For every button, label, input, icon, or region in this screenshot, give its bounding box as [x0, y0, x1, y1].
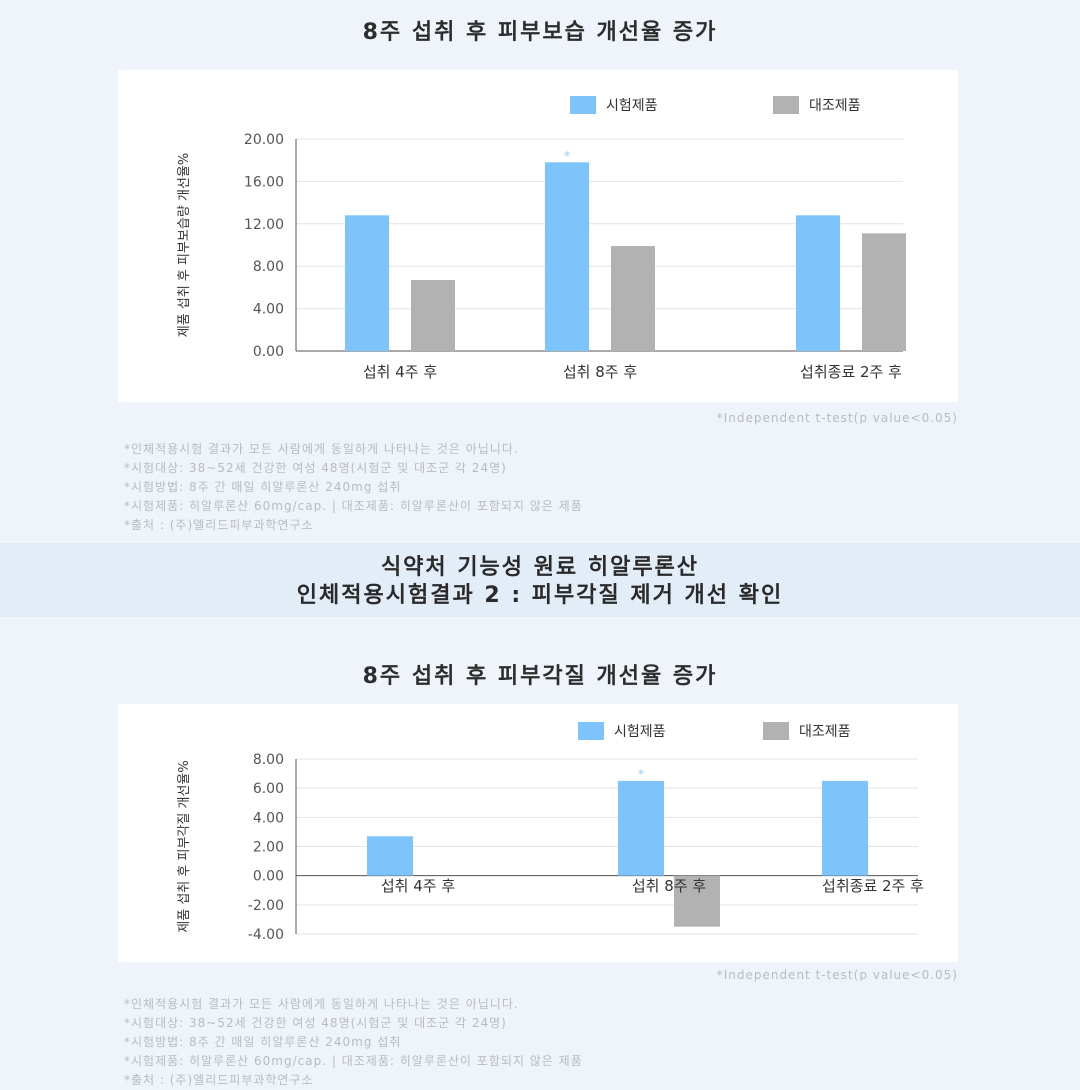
- note-line: *인체적용시험 결과가 모든 사람에게 동일하게 나타나는 것은 아닙니다.: [124, 997, 519, 1011]
- bar-test: [367, 836, 413, 876]
- legend-label: 시험제품: [606, 98, 658, 114]
- legend-swatch: [570, 96, 596, 114]
- chart-1-notes: *인체적용시험 결과가 모든 사람에게 동일하게 나타나는 것은 아닙니다. *…: [124, 440, 964, 535]
- note-line: *시험대상: 38~52세 건강한 여성 48명(시험군 및 대조군 각 24명…: [124, 461, 507, 475]
- significance-marker: *: [564, 149, 571, 164]
- bar-control: [862, 233, 906, 351]
- legend-label: 시험제품: [614, 724, 666, 740]
- note-line: *출처 : (주)엘리드피부과학연구소: [124, 1073, 314, 1087]
- section-heading-band: [0, 543, 1080, 617]
- bar-test: [822, 780, 868, 876]
- chart-2-footnote: *Independent t-test(p value<0.05): [716, 968, 958, 982]
- legend-swatch: [763, 722, 789, 740]
- x-category-label: 섭취 4주 후: [381, 877, 455, 895]
- note-line: *시험대상: 38~52세 건강한 여성 48명(시험군 및 대조군 각 24명…: [124, 1016, 507, 1030]
- significance-marker: *: [638, 768, 645, 783]
- x-category-label: 섭취종료 2주 후: [800, 363, 902, 381]
- y-tick-label: 20.00: [244, 132, 284, 148]
- note-line: *시험제품: 히알루론산 60mg/cap. | 대조제품: 히알루론산이 포함…: [124, 499, 583, 513]
- y-axis-title: 제품 섭취 후 피부보습량 개선율%: [177, 153, 192, 337]
- y-tick-label: 0.00: [253, 344, 284, 360]
- legend-swatch: [773, 96, 799, 114]
- chart-2-title: 8주 섭취 후 피부각질 개선율 증가: [362, 664, 718, 689]
- chart-1-svg: 0.00 4.00 8.00 12.00 16.00 20.00 섭취 4주 후 섭취 8주 …: [177, 96, 906, 381]
- y-tick-label: -2.00: [248, 898, 284, 914]
- y-tick-label: 4.00: [253, 302, 284, 318]
- legend-label: 대조제품: [809, 98, 861, 114]
- bar-test: [618, 780, 664, 876]
- bar-test: [345, 215, 389, 351]
- y-tick-label: 8.00: [253, 259, 284, 275]
- note-line: *출처 : (주)엘리드피부과학연구소: [124, 518, 314, 532]
- bar-test: [796, 215, 840, 351]
- y-tick-label: 2.00: [253, 840, 284, 856]
- y-tick-label: 8.00: [253, 752, 284, 768]
- chart-1-panel: 0.00 4.00 8.00 12.00 16.00 20.00 섭취 4주 후 섭취 8주 …: [118, 70, 958, 402]
- y-axis-title: 제품 섭취 후 피부각질 개선율%: [177, 760, 192, 932]
- chart-2-notes: *인체적용시험 결과가 모든 사람에게 동일하게 나타나는 것은 아닙니다. *…: [124, 995, 964, 1090]
- note-line: *시험방법: 8주 간 매일 히알루론산 240mg 섭취: [124, 1035, 402, 1049]
- y-tick-label: 6.00: [253, 781, 284, 797]
- note-line: *시험방법: 8주 간 매일 히알루론산 240mg 섭취: [124, 480, 402, 494]
- x-category-label: 섭취종료 2주 후: [822, 877, 924, 895]
- legend-swatch: [578, 722, 604, 740]
- bar-test: [545, 162, 589, 351]
- section-heading-line-1: 식약처 기능성 원료 히알루론산: [380, 555, 700, 580]
- chart-1-title: 8주 섭취 후 피부보습 개선율 증가: [362, 20, 718, 45]
- chart-1-footnote: *Independent t-test(p value<0.05): [716, 411, 958, 425]
- chart-2-panel: -4.00 -2.00 0.00 2.00 4.00 6.00 8.00 섭취 4주 후 섭취 …: [118, 704, 958, 962]
- chart-2-svg: -4.00 -2.00 0.00 2.00 4.00 6.00 8.00 섭취 4주 후 섭취 …: [177, 722, 924, 943]
- y-tick-label: -4.00: [248, 927, 284, 943]
- y-tick-label: 16.00: [244, 174, 284, 190]
- y-tick-label: 4.00: [253, 810, 284, 826]
- bar-control: [674, 875, 720, 927]
- note-line: *시험제품: 히알루론산 60mg/cap. | 대조제품: 히알루론산이 포함…: [124, 1054, 583, 1068]
- note-line: *인체적용시험 결과가 모든 사람에게 동일하게 나타나는 것은 아닙니다.: [124, 442, 519, 456]
- bar-control: [611, 246, 655, 351]
- x-category-label: 섭취 4주 후: [363, 363, 437, 381]
- section-heading-line-2: 인체적용시험결과 2 : 피부각질 제거 개선 확인: [296, 583, 784, 608]
- x-category-label: 섭취 8주 후: [563, 363, 637, 381]
- bar-control: [411, 279, 455, 351]
- y-tick-label: 12.00: [244, 217, 284, 233]
- x-category-label: 섭취 8주 후: [632, 877, 706, 895]
- legend-label: 대조제품: [799, 724, 851, 740]
- y-tick-label: 0.00: [253, 869, 284, 885]
